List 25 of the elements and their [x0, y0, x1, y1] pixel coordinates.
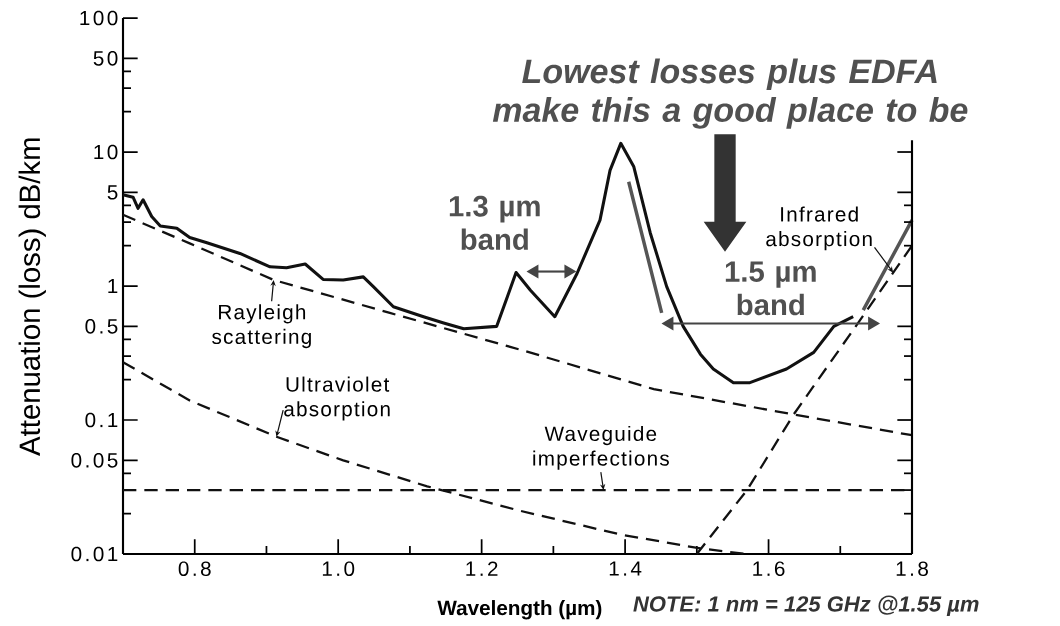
y-tick-label: 50 [93, 51, 118, 66]
x-tick-label: 1.6 [753, 561, 785, 577]
y-tick-label: 0.05 [71, 453, 118, 468]
annotation: Lowest losses plus EDFA make this a good place to be [492, 58, 968, 129]
x-tick-label: 1.8 [896, 561, 928, 577]
y-tick-label: 1 [108, 278, 118, 294]
x-tick-label: 1.2 [466, 561, 498, 576]
x-tick-label: 0.8 [178, 561, 211, 577]
series-label: Infrared absorption [766, 206, 872, 251]
y-tick-label: 0.01 [71, 546, 118, 562]
y-tick-label: 0.1 [85, 412, 118, 428]
y-tick-label: 10 [94, 144, 118, 160]
text: NOTE: 1 nm = 125 GHz @1.55 µm [633, 595, 979, 617]
annotation: 1.3 µm band [449, 195, 540, 250]
series-label: Waveguide imperfections [533, 425, 669, 470]
series-label: Ultraviolet absorption [284, 376, 390, 421]
y-axis-title: Attenuation (loss) dB/km [18, 138, 46, 456]
series-label: Rayleigh scattering [212, 304, 311, 349]
x-tick-label: 1.4 [609, 561, 642, 576]
y-tick-label: 100 [80, 10, 118, 26]
annotation: 1.5 µm band [725, 261, 816, 316]
y-tick-label: 5 [107, 185, 118, 200]
y-tick-label: 0.5 [85, 319, 118, 334]
x-axis-title: Wavelength (µm) [437, 600, 602, 620]
x-tick-label: 1.0 [322, 561, 355, 577]
